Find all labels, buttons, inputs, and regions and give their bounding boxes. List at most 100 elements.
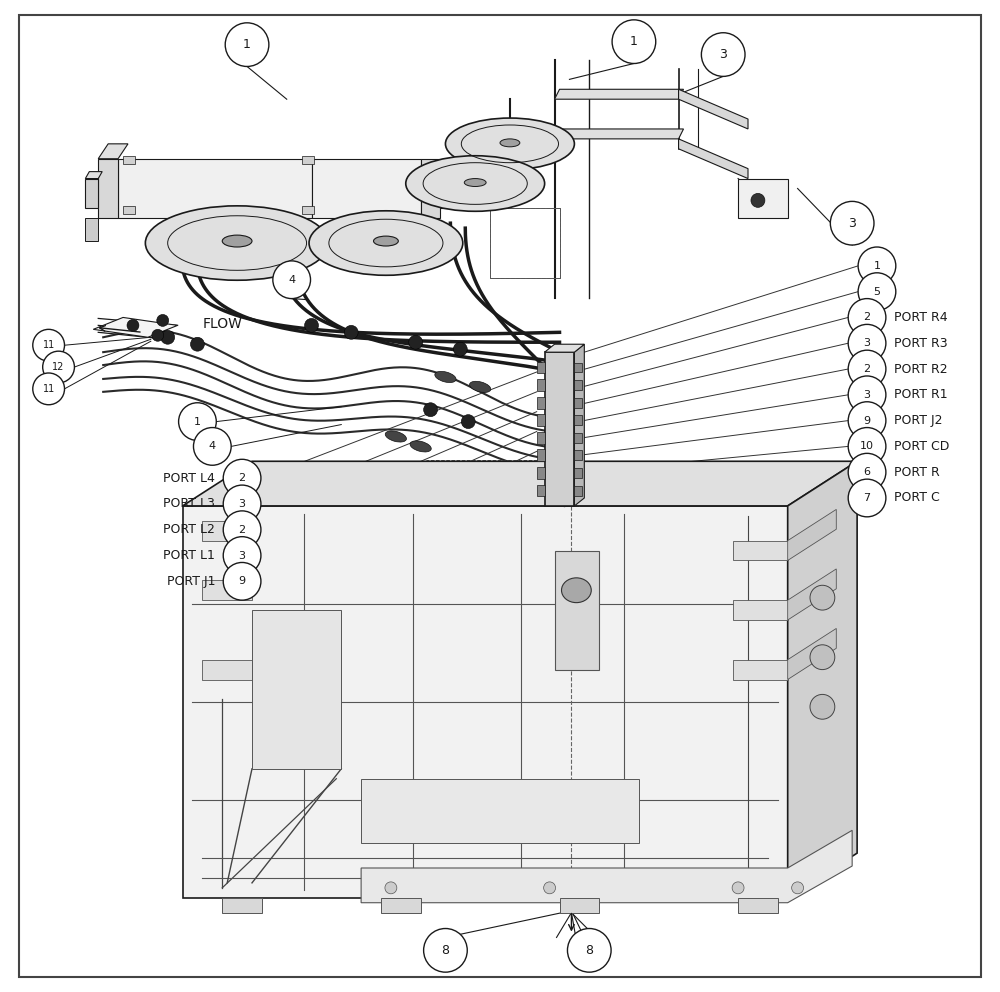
Polygon shape xyxy=(788,461,857,898)
Text: PORT R1: PORT R1 xyxy=(894,388,947,402)
Text: 9: 9 xyxy=(239,576,246,586)
Text: PORT C: PORT C xyxy=(894,491,940,505)
Text: 3: 3 xyxy=(864,338,871,348)
Circle shape xyxy=(858,273,896,310)
Polygon shape xyxy=(421,159,440,218)
Circle shape xyxy=(223,459,261,497)
Polygon shape xyxy=(574,433,582,442)
Polygon shape xyxy=(574,398,582,408)
Circle shape xyxy=(453,342,467,356)
Ellipse shape xyxy=(445,118,574,170)
Text: 7: 7 xyxy=(863,493,871,503)
Polygon shape xyxy=(788,629,836,680)
Circle shape xyxy=(305,318,318,332)
Polygon shape xyxy=(361,779,639,843)
Circle shape xyxy=(152,329,164,341)
Polygon shape xyxy=(118,159,312,218)
Circle shape xyxy=(223,485,261,523)
Circle shape xyxy=(385,882,397,894)
Ellipse shape xyxy=(435,371,456,383)
Circle shape xyxy=(157,314,169,326)
Text: 12: 12 xyxy=(52,362,65,372)
Polygon shape xyxy=(560,898,599,913)
Text: PORT R2: PORT R2 xyxy=(894,362,947,376)
Circle shape xyxy=(424,403,438,417)
Text: PORT R: PORT R xyxy=(894,465,940,479)
Text: 1: 1 xyxy=(194,417,201,427)
Polygon shape xyxy=(574,344,584,506)
Polygon shape xyxy=(574,416,582,426)
Polygon shape xyxy=(183,506,788,898)
Polygon shape xyxy=(733,541,788,560)
Text: PORT CD: PORT CD xyxy=(894,439,949,453)
Polygon shape xyxy=(537,379,545,391)
Circle shape xyxy=(612,20,656,63)
Polygon shape xyxy=(202,521,252,541)
Text: FLOW: FLOW xyxy=(202,317,242,331)
Ellipse shape xyxy=(810,585,835,610)
Polygon shape xyxy=(574,486,582,496)
Polygon shape xyxy=(302,156,314,164)
Text: 2: 2 xyxy=(863,364,871,374)
Polygon shape xyxy=(537,362,545,374)
Ellipse shape xyxy=(222,235,252,247)
Polygon shape xyxy=(537,432,545,443)
Ellipse shape xyxy=(145,205,329,281)
Circle shape xyxy=(273,261,311,299)
Circle shape xyxy=(179,403,216,440)
Text: 3: 3 xyxy=(239,551,246,560)
Circle shape xyxy=(223,537,261,574)
Circle shape xyxy=(830,201,874,245)
Text: PORT L1: PORT L1 xyxy=(163,549,215,562)
Polygon shape xyxy=(574,380,582,390)
Text: PORT L2: PORT L2 xyxy=(163,523,215,537)
Circle shape xyxy=(848,324,886,362)
Polygon shape xyxy=(555,129,684,139)
Text: 3: 3 xyxy=(719,48,727,62)
Ellipse shape xyxy=(406,156,545,211)
Text: 3: 3 xyxy=(848,216,856,230)
Circle shape xyxy=(344,325,358,339)
Text: PORT R3: PORT R3 xyxy=(894,336,947,350)
Polygon shape xyxy=(574,468,582,478)
Circle shape xyxy=(858,247,896,285)
Polygon shape xyxy=(733,660,788,680)
Polygon shape xyxy=(302,206,314,214)
Polygon shape xyxy=(537,397,545,409)
Circle shape xyxy=(848,299,886,336)
Text: 2: 2 xyxy=(863,312,871,322)
Text: PORT J1: PORT J1 xyxy=(167,574,215,588)
Circle shape xyxy=(33,329,65,361)
Polygon shape xyxy=(738,898,778,913)
Text: 4: 4 xyxy=(288,275,295,285)
Ellipse shape xyxy=(562,577,591,602)
Polygon shape xyxy=(788,569,836,620)
Ellipse shape xyxy=(374,236,398,246)
Polygon shape xyxy=(679,89,748,129)
Ellipse shape xyxy=(470,381,491,393)
Circle shape xyxy=(223,562,261,600)
Polygon shape xyxy=(252,610,341,769)
Circle shape xyxy=(848,428,886,465)
Text: 6: 6 xyxy=(864,467,871,477)
Polygon shape xyxy=(381,898,421,913)
Polygon shape xyxy=(679,139,748,179)
Circle shape xyxy=(567,929,611,972)
Ellipse shape xyxy=(385,431,406,442)
Circle shape xyxy=(127,319,139,331)
Polygon shape xyxy=(537,467,545,479)
Polygon shape xyxy=(788,510,836,560)
Circle shape xyxy=(461,415,475,429)
Circle shape xyxy=(424,929,467,972)
Polygon shape xyxy=(545,344,584,352)
Polygon shape xyxy=(733,600,788,620)
Text: 5: 5 xyxy=(873,287,880,297)
Text: 11: 11 xyxy=(43,340,55,350)
Polygon shape xyxy=(312,159,421,218)
Circle shape xyxy=(409,335,423,349)
Circle shape xyxy=(190,337,204,351)
Polygon shape xyxy=(98,144,128,159)
Ellipse shape xyxy=(464,179,486,186)
Polygon shape xyxy=(545,352,574,506)
Polygon shape xyxy=(537,449,545,461)
